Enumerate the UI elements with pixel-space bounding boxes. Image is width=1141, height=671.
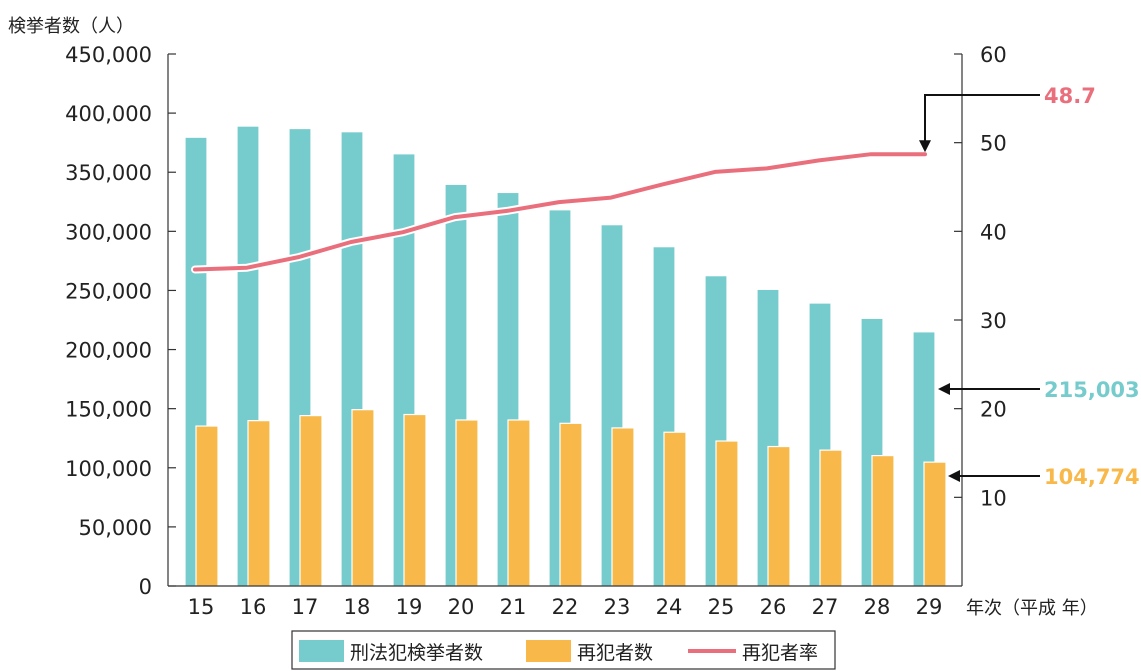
x-tick-label: 18	[344, 595, 371, 619]
legend-label-repeat: 再犯者数	[577, 642, 653, 664]
x-tick-label: 27	[812, 595, 839, 619]
x-tick-label: 17	[292, 595, 319, 619]
y-left-tick-label: 250,000	[65, 279, 152, 303]
bar-repeat-offenders-15	[195, 425, 219, 587]
y-right-tick-label: 50	[980, 132, 1007, 156]
y-left-tick-label: 50,000	[79, 516, 152, 540]
x-tick-label: 23	[604, 595, 631, 619]
y-left-tick-label: 200,000	[65, 339, 152, 363]
y-left-tick-label: 150,000	[65, 398, 152, 422]
axes-layer: 0 50,000 100,000 150,000 200,000 250,000 300,0…	[8, 16, 1098, 619]
bar-repeat-offenders-17	[299, 415, 323, 587]
callout-repeat-arrowhead	[948, 470, 960, 482]
bar-repeat-offenders-20	[455, 419, 479, 587]
callout-arrests-arrowhead	[938, 383, 950, 395]
bar-repeat-offenders-22	[559, 422, 583, 587]
y-left-tick-label: 450,000	[65, 43, 152, 67]
y-left-tick-label: 350,000	[65, 161, 152, 185]
callout-rate-label: 48.7	[1044, 84, 1096, 108]
bar-repeat-offenders-27	[819, 449, 843, 587]
x-tick-label: 28	[864, 595, 891, 619]
y-right-tick-label: 30	[980, 309, 1007, 333]
legend-swatch-arrests	[299, 640, 344, 662]
bar-repeat-offenders-25	[715, 440, 739, 587]
bars-layer	[184, 125, 947, 587]
y-left-tick-label: 100,000	[65, 457, 152, 481]
bar-repeat-offenders-29	[923, 461, 947, 587]
callout-rate-arrowhead	[919, 140, 931, 153]
legend: 刑法犯検挙者数 再犯者数 再犯者率	[291, 630, 836, 670]
bar-repeat-offenders-18	[351, 409, 375, 587]
y-right-tick-label: 40	[980, 220, 1007, 244]
x-tick-label: 15	[188, 595, 215, 619]
y-left-tick-label: 400,000	[65, 102, 152, 126]
bar-repeat-offenders-23	[611, 427, 635, 587]
callout-repeat-label: 104,774	[1044, 465, 1140, 489]
bar-repeat-offenders-24	[663, 431, 687, 587]
x-tick-label: 16	[240, 595, 267, 619]
y-axis-left-title: 検挙者数（人）	[8, 16, 134, 37]
y-right-tick-label: 10	[980, 486, 1007, 510]
callout-arrests-label: 215,003	[1044, 378, 1140, 402]
legend-label-arrests: 刑法犯検挙者数	[350, 642, 483, 664]
line-layer	[191, 150, 929, 274]
x-tick-label: 26	[760, 595, 787, 619]
x-tick-label: 25	[708, 595, 735, 619]
y-left-tick-label: 0	[139, 575, 152, 599]
x-tick-label: 20	[448, 595, 475, 619]
bar-repeat-offenders-21	[507, 419, 531, 587]
x-tick-label: 21	[500, 595, 527, 619]
bar-repeat-offenders-16	[247, 420, 271, 587]
x-tick-label: 24	[656, 595, 683, 619]
y-left-tick-label: 300,000	[65, 220, 152, 244]
x-axis-title: 年次（平成 年）	[966, 598, 1098, 619]
legend-swatch-repeat	[526, 640, 571, 662]
callout-rate-leader	[924, 94, 1040, 145]
callouts-layer: 48.7 215,003 104,774	[919, 84, 1140, 489]
bar-repeat-offenders-28	[871, 454, 895, 587]
bar-repeat-offenders-19	[403, 413, 427, 587]
line-repeat-offender-rate	[193, 152, 927, 272]
y-right-tick-label: 20	[980, 398, 1007, 422]
x-tick-label: 22	[552, 595, 579, 619]
bar-repeat-offenders-26	[767, 445, 791, 587]
x-tick-label: 19	[396, 595, 423, 619]
legend-label-rate: 再犯者率	[742, 642, 818, 664]
y-right-tick-label: 60	[980, 43, 1007, 67]
x-tick-label: 29	[916, 595, 943, 619]
